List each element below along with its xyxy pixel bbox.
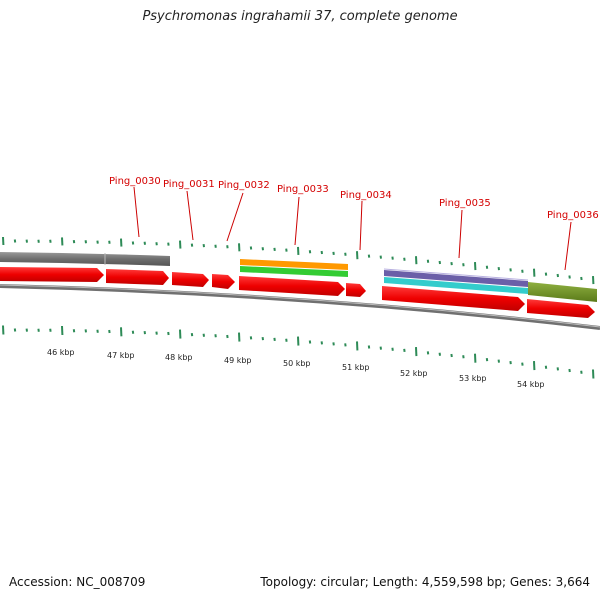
gene-label-ping-0033: Ping_0033: [277, 184, 329, 195]
scale-label: 54 kbp: [517, 380, 545, 389]
feature-track-olive: [528, 282, 597, 302]
gene-arrow: [382, 286, 525, 311]
feature-track-green: [240, 266, 348, 277]
gene-label-ping-0036: Ping_0036: [547, 210, 599, 221]
gene-label-ping-0031: Ping_0031: [163, 179, 215, 190]
gene-arrow-track: [0, 267, 595, 318]
feature-track-orange: [240, 259, 348, 270]
gene-label-ping-0034: Ping_0034: [340, 190, 392, 201]
gene-arrow: [346, 283, 366, 297]
scale-label: 46 kbp: [47, 348, 75, 357]
lower-scale-ticks: [2, 325, 595, 379]
genome-backbone: [0, 284, 600, 330]
gene-arrow: [239, 276, 345, 296]
gene-arrow: [212, 274, 235, 289]
scale-label: 47 kbp: [107, 351, 135, 360]
scale-labels: 46 kbp 47 kbp 48 kbp 49 kbp 50 kbp 51 kb…: [47, 348, 545, 389]
gene-label-ping-0030: Ping_0030: [109, 176, 161, 187]
gene-label-ping-0035: Ping_0035: [439, 198, 491, 209]
feature-track-purple: [383, 268, 529, 287]
gene-arrow: [106, 269, 169, 285]
gene-arrow: [172, 272, 209, 287]
scale-label: 48 kbp: [165, 353, 193, 362]
genome-summary-text: Topology: circular; Length: 4,559,598 bp…: [260, 575, 590, 589]
genome-title: Psychromonas ingrahamii 37, complete gen…: [142, 9, 458, 24]
scale-label: 52 kbp: [400, 369, 428, 378]
feature-track-cyan: [384, 277, 528, 294]
gene-labels: Ping_0030 Ping_0031 Ping_0032 Ping_0033 …: [109, 176, 599, 271]
scale-label: 49 kbp: [224, 356, 252, 365]
gene-label-ping-0032: Ping_0032: [218, 180, 270, 191]
scale-label: 50 kbp: [283, 359, 311, 368]
accession-text: Accession: NC_008709: [9, 575, 146, 589]
gene-arrow: [527, 299, 595, 318]
gene-arrow: [0, 267, 104, 282]
scale-label: 51 kbp: [342, 363, 370, 372]
feature-track-gray: [0, 252, 170, 266]
upper-scale-ticks: [2, 236, 595, 285]
scale-label: 53 kbp: [459, 374, 487, 383]
